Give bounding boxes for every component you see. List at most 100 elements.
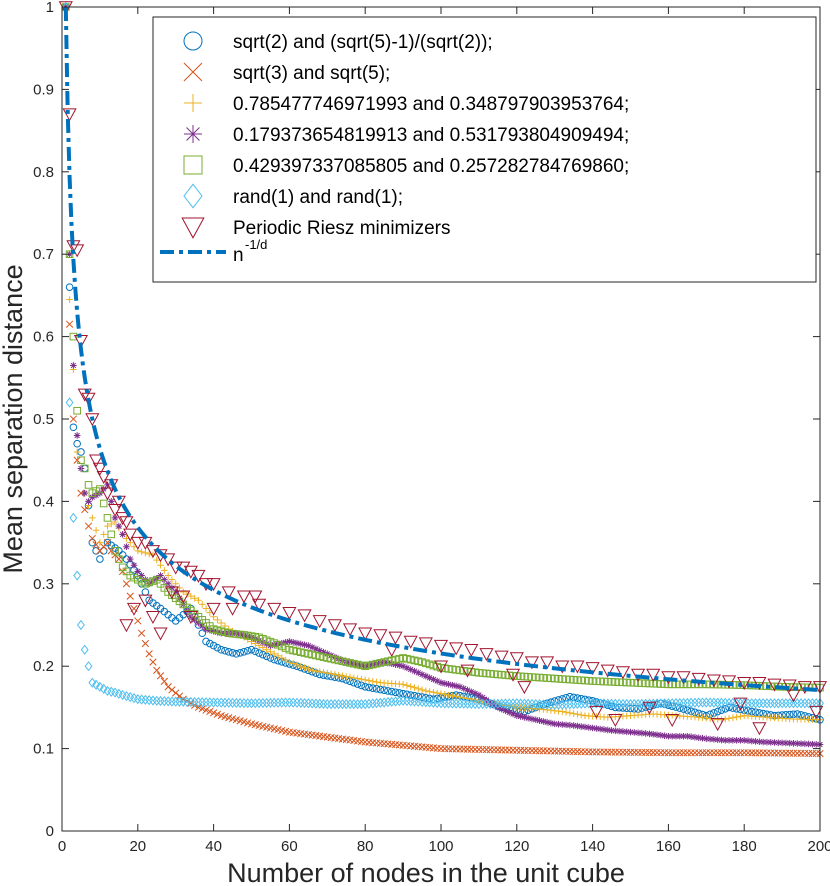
data-point [392, 661, 399, 668]
data-point [236, 649, 244, 657]
data-point [277, 697, 286, 708]
data-point [478, 698, 487, 710]
data-point [581, 698, 589, 709]
y-axis-title: Mean separation distance [0, 264, 28, 573]
data-point [661, 732, 668, 740]
data-point [664, 701, 673, 710]
data-point [152, 601, 161, 610]
data-point [562, 693, 570, 702]
data-point [69, 423, 78, 432]
data-point [73, 570, 82, 581]
data-point [373, 678, 380, 686]
data-point [547, 698, 555, 706]
data-point [752, 676, 767, 690]
data-point [460, 664, 475, 678]
data-point [430, 688, 437, 696]
data-marks [58, 1, 828, 758]
data-point [320, 648, 327, 656]
data-point [502, 707, 509, 714]
data-point [680, 732, 687, 740]
data-point [449, 642, 464, 656]
data-point [62, 108, 77, 122]
data-point [119, 619, 134, 633]
data-point [752, 722, 767, 736]
data-point [92, 462, 107, 476]
data-point [684, 732, 691, 740]
data-point [656, 698, 665, 709]
data-point [505, 668, 521, 682]
data-point [437, 690, 445, 697]
data-point [214, 616, 221, 624]
y-tick-label: 0 [46, 823, 54, 840]
data-point [414, 685, 422, 693]
data-point [248, 590, 263, 604]
data-point [138, 594, 153, 608]
data-point [418, 637, 433, 651]
data-point [501, 698, 510, 709]
data-point [373, 629, 388, 643]
data-point [84, 522, 93, 530]
legend-marker [183, 31, 203, 51]
data-point [691, 733, 699, 741]
data-point [270, 650, 278, 658]
data-point [391, 688, 400, 697]
data-point [399, 662, 407, 670]
x-tick-label: 200 [807, 838, 830, 855]
data-point [88, 677, 97, 688]
data-point [270, 697, 279, 708]
data-point [168, 584, 176, 592]
data-point [369, 678, 377, 685]
data-point [153, 556, 161, 564]
data-point [73, 432, 81, 439]
legend-label: 0.429397337085805 and 0.257282784769860; [233, 156, 629, 177]
data-point [96, 555, 104, 563]
data-point [498, 705, 505, 713]
data-point [589, 705, 604, 719]
data-point [65, 397, 74, 408]
data-point [581, 723, 589, 731]
data-point [267, 648, 274, 656]
data-point [626, 704, 635, 713]
data-point [713, 707, 722, 716]
data-point [486, 698, 495, 709]
data-point [407, 666, 414, 673]
data-point [600, 726, 608, 733]
data-point [100, 531, 107, 538]
data-point [331, 671, 339, 678]
data-point [255, 649, 263, 657]
data-point [573, 698, 582, 710]
data-point [69, 512, 78, 523]
y-tick-label: 0.2 [33, 658, 54, 675]
data-point [380, 697, 389, 708]
data-point [89, 493, 96, 501]
data-point [574, 722, 581, 730]
data-point [683, 697, 692, 708]
data-point [251, 598, 267, 612]
data-point [615, 666, 631, 680]
data-point [305, 642, 312, 649]
data-point [293, 639, 301, 647]
data-point [122, 580, 131, 588]
data-point [562, 721, 570, 729]
data-point [694, 697, 703, 708]
legend-label: sqrt(2) and (sqrt(5)-1)/(sqrt(2)); [233, 32, 493, 53]
data-point [449, 692, 456, 700]
x-tick-label: 60 [281, 838, 298, 855]
data-point [145, 596, 153, 605]
data-point [805, 740, 812, 748]
data-point [493, 698, 502, 709]
data-point [797, 740, 805, 747]
data-point [721, 704, 730, 713]
data-point [161, 576, 168, 583]
data-point [562, 699, 571, 710]
data-point [630, 698, 639, 710]
data-point [793, 740, 801, 747]
data-point [801, 740, 809, 748]
data-point [99, 499, 108, 508]
data-point [96, 485, 104, 493]
data-point [642, 701, 657, 715]
data-point [528, 715, 536, 723]
data-point [634, 698, 643, 710]
data-point [259, 650, 267, 659]
data-point [156, 672, 165, 680]
